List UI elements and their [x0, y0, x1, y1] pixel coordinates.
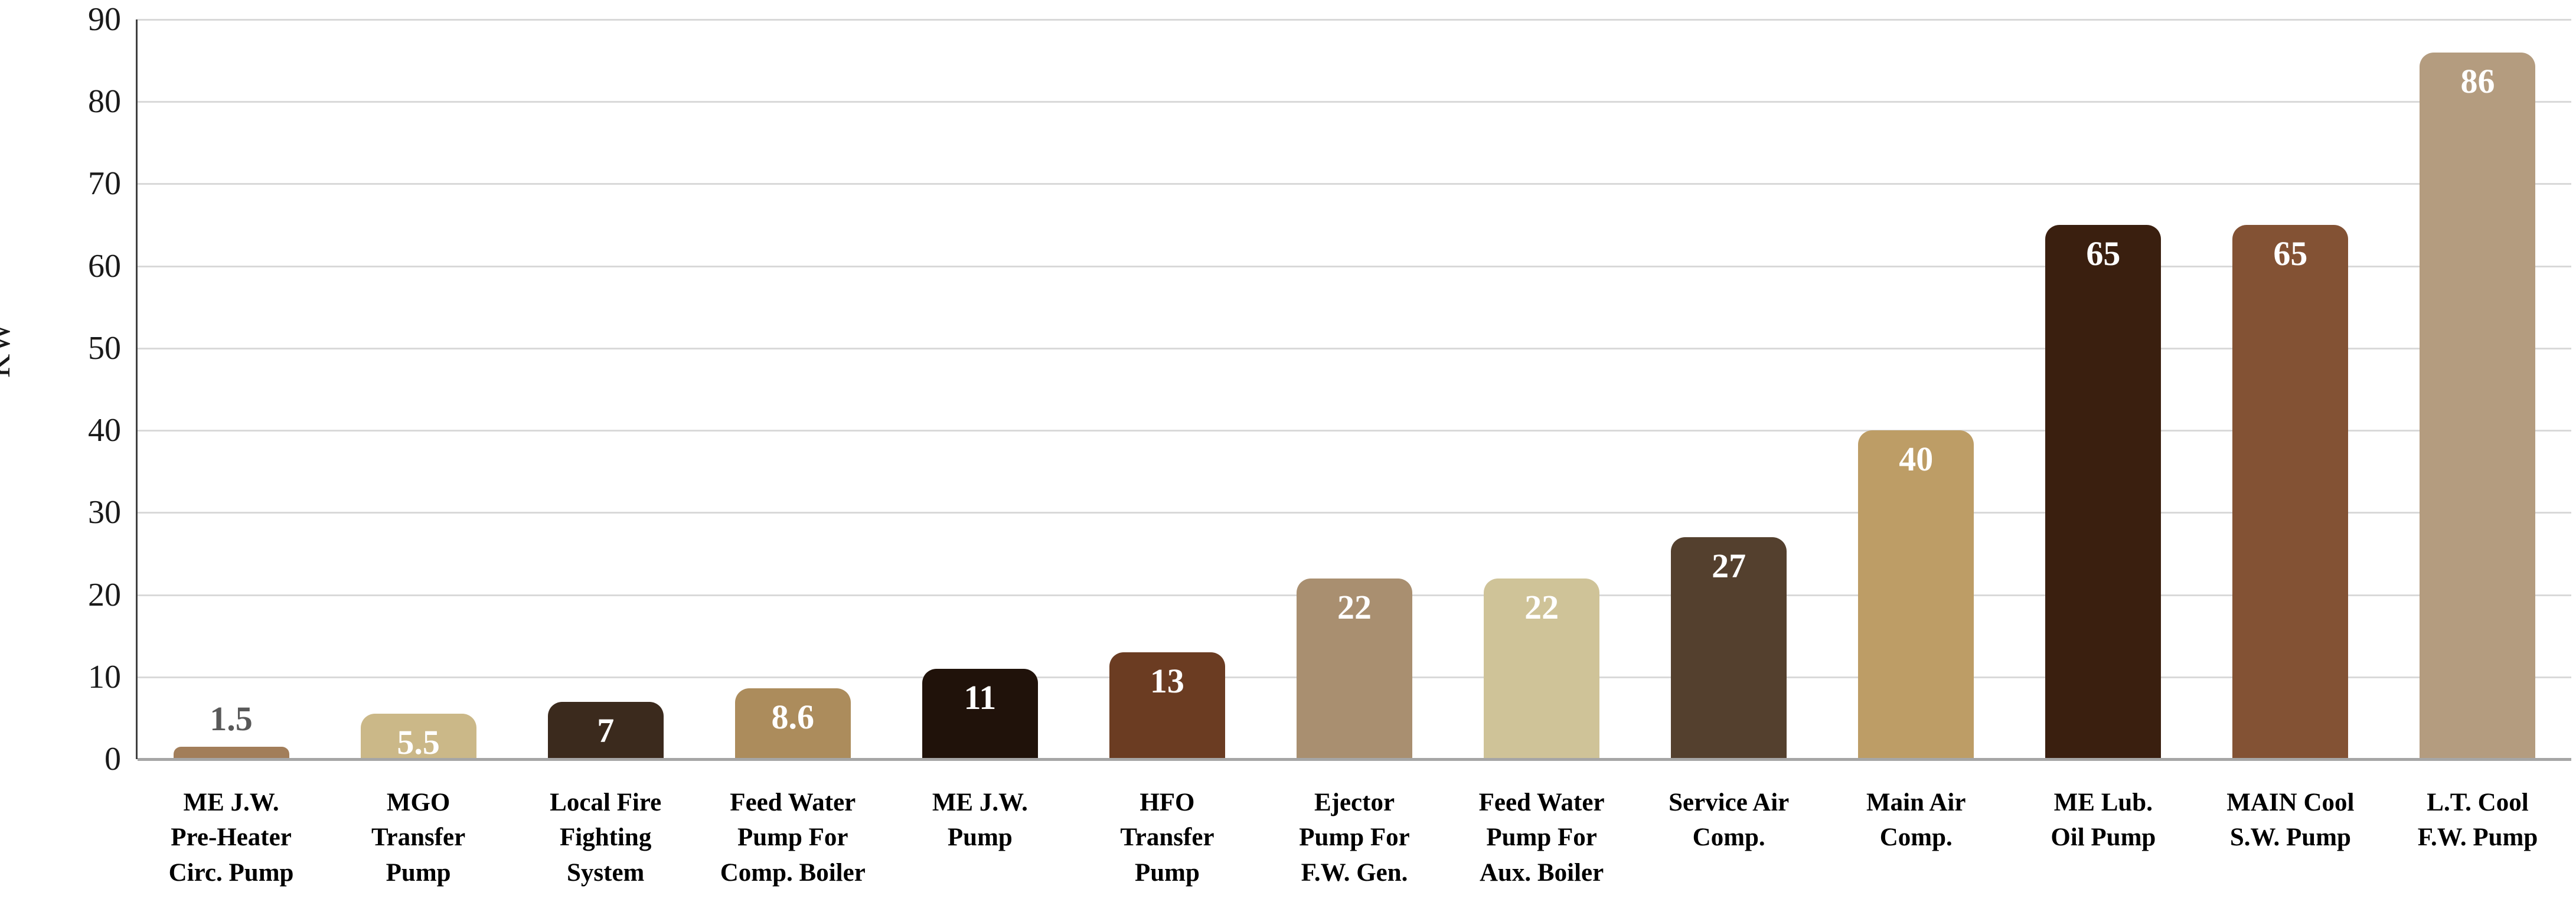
y-tick-label: 90 — [88, 1, 121, 38]
bar-value-label: 40 — [1899, 440, 1934, 479]
bar — [2420, 52, 2536, 759]
bar-value-label: 65 — [2086, 234, 2121, 273]
bar-value-label: 7 — [597, 711, 615, 750]
bar-slot: 65 — [2197, 19, 2384, 759]
x-category-label: ME Lub. Oil Pump — [2051, 789, 2156, 852]
bar-slot: 5.5 — [325, 19, 512, 762]
bars-container: 1.5 5.5 7 8.6 11 13 22 22 27 40 65 65 86 — [138, 19, 2571, 762]
x-category-label: MAIN Cool S.W. Pump — [2226, 789, 2355, 852]
y-tick-label: 80 — [88, 83, 121, 120]
x-category-label: Ejector Pump For F.W. Gen. — [1299, 789, 1410, 887]
gridline — [138, 101, 2571, 103]
bar-value-label: 22 — [1337, 587, 1372, 626]
bar-slot: 7 — [512, 19, 699, 759]
bar-value-label: 27 — [1712, 547, 1746, 586]
y-tick-label: 60 — [88, 247, 121, 285]
bar-value-label: 65 — [2273, 234, 2308, 273]
bar — [1109, 652, 1225, 759]
y-axis-line — [136, 19, 138, 759]
y-tick-label: 40 — [88, 412, 121, 449]
x-category-label: Feed Water Pump For Comp. Boiler — [720, 789, 866, 887]
gridline — [138, 19, 2571, 21]
bar-value-label: 11 — [964, 678, 997, 717]
bar-value-label: 1.5 — [210, 700, 253, 738]
bar-value-label: 5.5 — [397, 723, 440, 762]
bar — [360, 714, 476, 759]
x-category-label: ME J.W. Pre-Heater Circ. Pump — [168, 789, 294, 887]
x-axis-baseline — [138, 758, 2571, 761]
bar-slot: 13 — [1073, 19, 1261, 759]
bar-slot: 8.6 — [699, 19, 886, 759]
bar — [1297, 578, 1412, 759]
gridline — [138, 512, 2571, 514]
bar-value-label: 22 — [1524, 587, 1559, 626]
bar-slot: 1.5 — [138, 19, 325, 759]
bar — [547, 701, 664, 759]
bar-slot: 22 — [1448, 19, 1635, 759]
bar — [734, 688, 851, 759]
bar — [922, 668, 1038, 759]
x-category-labels: ME J.W. Pre-Heater Circ. Pump MGO Transfe… — [138, 785, 2571, 890]
bar — [1858, 430, 1974, 759]
plot-area: 1.5 5.5 7 8.6 11 13 22 22 27 40 65 65 86 — [136, 19, 2571, 762]
gridline — [138, 430, 2571, 432]
x-category-label: MGO Transfer Pump — [371, 789, 466, 887]
bar — [1671, 537, 1787, 759]
y-tick-label: 20 — [88, 576, 121, 613]
x-category-label: Service Air Comp. — [1669, 789, 1790, 852]
bar-value-label: 86 — [2460, 61, 2495, 100]
bar — [2232, 225, 2349, 759]
bar — [2045, 225, 2162, 759]
bar-slot: 40 — [1823, 19, 2010, 759]
bar-slot: 65 — [2010, 19, 2197, 759]
x-category-label: HFO Transfer Pump — [1120, 789, 1214, 887]
bar-slot: 11 — [886, 19, 1073, 759]
y-tick-label: 10 — [88, 658, 121, 695]
x-category-label: Local Fire Fighting System — [550, 789, 662, 887]
bar-value-label: 8.6 — [771, 698, 815, 737]
bar-slot: 22 — [1261, 19, 1448, 759]
y-tick-label: 0 — [105, 741, 121, 777]
gridline — [138, 265, 2571, 267]
y-tick-label: 70 — [88, 165, 121, 202]
y-tick-label: 30 — [88, 494, 121, 531]
x-category-label: Feed Water Pump For Aux. Boiler — [1478, 789, 1605, 887]
bar — [1484, 578, 1600, 759]
gridline — [138, 347, 2571, 349]
x-category-label: L.T. Cool F.W. Pump — [2417, 789, 2538, 852]
y-tick-label: 50 — [88, 329, 121, 367]
bar — [173, 747, 289, 759]
x-category-label: ME J.W. Pump — [932, 789, 1028, 852]
x-category-label: Main Air Comp. — [1866, 789, 1966, 852]
bar-slot: 86 — [2384, 19, 2571, 759]
bar-value-label: 13 — [1150, 662, 1184, 700]
gridline — [138, 183, 2571, 185]
bar-slot: 27 — [1635, 19, 1823, 759]
